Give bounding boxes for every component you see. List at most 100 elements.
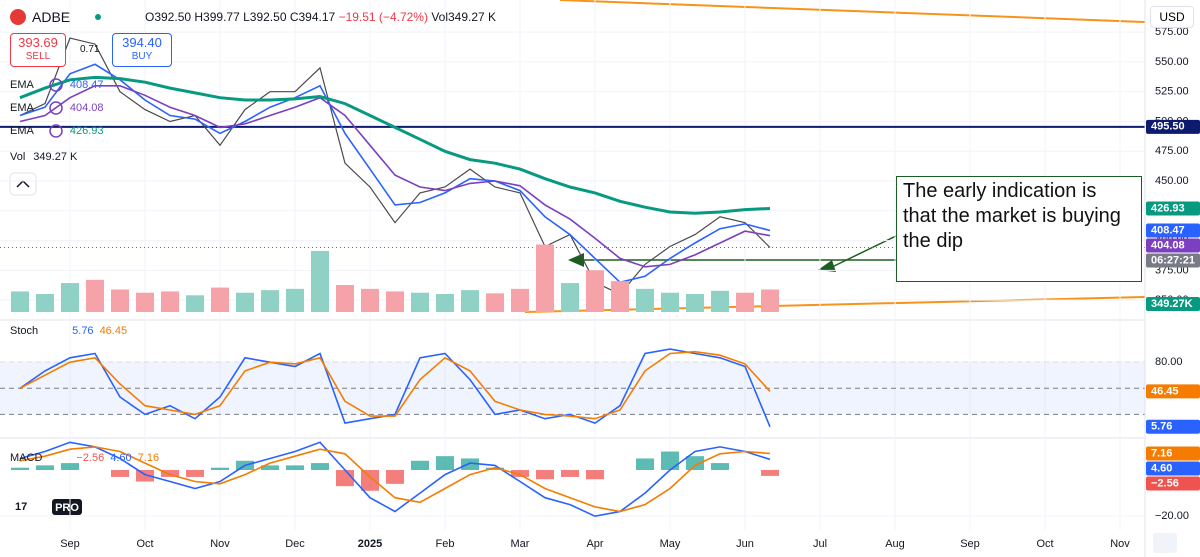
- buy-button[interactable]: 394.40 BUY: [112, 33, 172, 67]
- value-box-label: 408.47: [1151, 224, 1185, 236]
- histogram-bar: [36, 465, 54, 470]
- indicator-line: [19, 63, 771, 284]
- volume-bar: [586, 270, 604, 312]
- value-box-label: 426.93: [1151, 202, 1185, 214]
- value-box-label: 495.50: [1151, 121, 1185, 133]
- x-tick-label: Mar: [511, 538, 530, 550]
- price-line: [19, 37, 771, 295]
- legend-value: 408.47: [70, 79, 104, 91]
- settings-button[interactable]: [1153, 533, 1177, 553]
- sell-button[interactable]: 393.69 SELL: [10, 33, 66, 67]
- histogram-bar: [661, 451, 679, 470]
- volume-bar: [261, 290, 279, 312]
- volume-bar: [236, 292, 254, 312]
- volume-bar: [486, 293, 504, 312]
- annotation: The early indication is that the market …: [896, 176, 1142, 282]
- volume-bar: [136, 292, 154, 312]
- indicator-line: [19, 350, 771, 420]
- value-box: [1146, 446, 1200, 461]
- legend-value: 349.27 K: [33, 151, 78, 163]
- x-tick-label: Dec: [285, 538, 305, 550]
- status-dot[interactable]: [95, 14, 101, 20]
- value-box-label: 7.16: [1151, 447, 1172, 459]
- histogram-bar: [136, 470, 154, 482]
- value-box: [1146, 238, 1200, 253]
- histogram-bar: [261, 465, 279, 470]
- volume-bar: [361, 288, 379, 312]
- volume-bar: [186, 295, 204, 312]
- legend-icon: [49, 101, 63, 115]
- legend-name[interactable]: EMA: [10, 79, 35, 91]
- histogram-bar: [686, 456, 704, 470]
- volume-bar: [436, 294, 454, 312]
- value-box-label: 4.60: [1151, 462, 1172, 474]
- legend-name[interactable]: EMA: [10, 125, 35, 137]
- volume-bar: [61, 283, 79, 312]
- volume-bar: [211, 287, 229, 312]
- value-box: [1146, 223, 1200, 238]
- x-tick-label: Jul: [813, 538, 827, 550]
- histogram-bar: [636, 458, 654, 470]
- x-tick-label: Feb: [436, 538, 455, 550]
- x-tick-label: Nov: [210, 538, 230, 550]
- histogram-bar: [711, 463, 729, 470]
- legend-value: 404.08: [70, 102, 104, 114]
- value-box-label: 349.27K: [1151, 298, 1193, 310]
- pro-label: PRO: [55, 502, 79, 514]
- tv-logo: 17: [15, 501, 27, 513]
- sell-label: SELL: [25, 51, 51, 62]
- volume-bar: [661, 292, 679, 312]
- close: C394.17: [289, 10, 336, 24]
- legend-value: 46.45: [100, 325, 128, 337]
- y-tick-label: 525.00: [1155, 86, 1189, 98]
- volume-bar: [636, 288, 654, 312]
- histogram-bar: [311, 463, 329, 470]
- legend-icon: [49, 124, 63, 138]
- sell-price: 393.69: [18, 35, 58, 50]
- legend-name[interactable]: EMA: [10, 102, 35, 114]
- arrow-head: [568, 253, 584, 267]
- y-tick-label: 475.00: [1155, 145, 1189, 157]
- pro-badge: [52, 499, 82, 515]
- volume-bar: [286, 288, 304, 312]
- indicator-line: [19, 75, 771, 215]
- legend-name[interactable]: Stoch: [10, 325, 38, 337]
- volume-bar: [161, 291, 179, 312]
- histogram-bar: [211, 467, 229, 470]
- volume-bar: [11, 291, 29, 312]
- currency-selector[interactable]: USD: [1150, 6, 1194, 28]
- volume-bar: [536, 244, 554, 312]
- symbol: ADBE: [32, 9, 71, 25]
- y-tick-label: 550.00: [1155, 56, 1189, 68]
- arrow-head: [818, 260, 836, 272]
- histogram-bar: [186, 470, 204, 477]
- volume-bar: [511, 288, 529, 312]
- change: −19.51 (−4.72%): [338, 10, 428, 24]
- volume-bar: [386, 291, 404, 312]
- value-box: [1146, 476, 1200, 491]
- arrow-line: [829, 235, 897, 269]
- histogram-bar: [286, 465, 304, 470]
- volume-bar: [336, 285, 354, 312]
- value-box: [1146, 297, 1200, 311]
- y-tick-label: 575.00: [1155, 26, 1189, 38]
- volume-bar: [711, 290, 729, 312]
- histogram-bar: [411, 460, 429, 470]
- legend-value: 426.93: [70, 125, 104, 137]
- legend-name[interactable]: MACD: [10, 452, 42, 464]
- x-tick-label: Oct: [136, 538, 153, 550]
- high: H399.77: [194, 10, 240, 24]
- collapse-button[interactable]: [9, 172, 37, 196]
- histogram-bar: [361, 470, 379, 491]
- value-box: [1146, 119, 1200, 134]
- legend-value: 5.76: [72, 325, 93, 337]
- y-tick-label: 80.00: [1155, 356, 1183, 368]
- indicator-line: [19, 446, 771, 513]
- volume-bar: [86, 279, 104, 312]
- buy-price: 394.40: [122, 35, 162, 50]
- symbol-logo: [10, 9, 26, 25]
- x-tick-label: Jun: [736, 538, 754, 550]
- x-tick-label: Oct: [1036, 538, 1053, 550]
